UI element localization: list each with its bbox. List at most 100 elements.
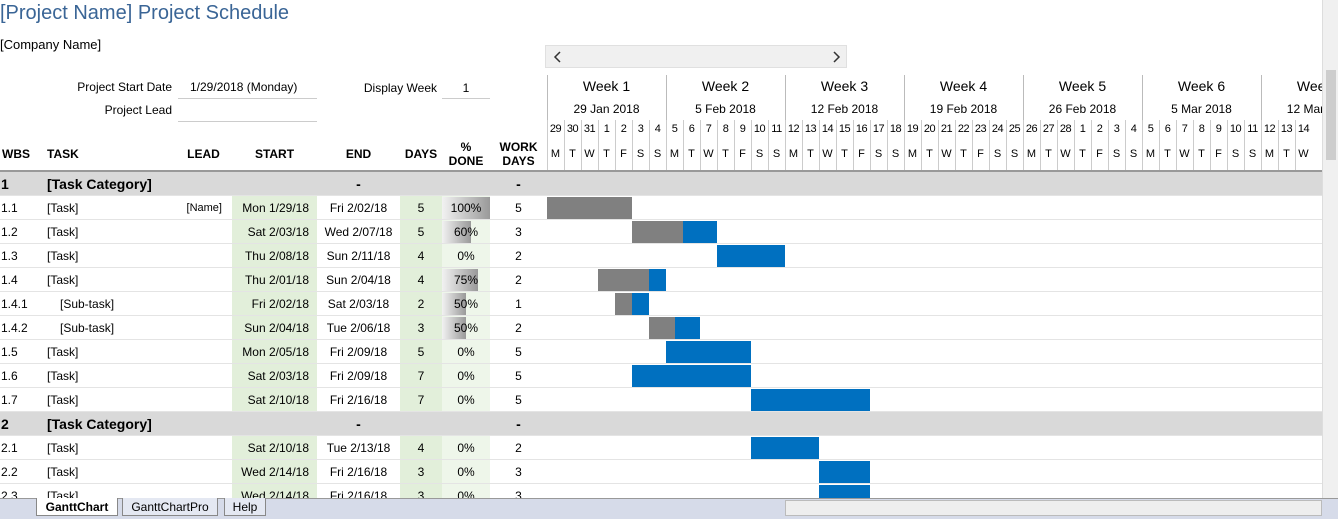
cell-end: Tue 2/13/18 [326,441,391,455]
weekday: F [1215,148,1222,160]
row-line [0,459,1322,460]
cell-done: 100% [450,201,482,215]
weekday: F [620,148,627,160]
v-scroll[interactable] [1322,0,1338,498]
week-date: 29 Jan 2018 [573,102,640,116]
day-number: 19 [906,123,919,135]
cell-wbs: 1.1 [1,201,18,215]
weekday: T [1045,148,1052,160]
week-label: Week 1 [582,78,631,94]
row-line [0,315,1322,316]
day-number: 23 [974,123,987,135]
cell-days: 4 [417,273,425,287]
weekday: W [584,148,595,160]
weekday: S [1231,148,1240,160]
day-line [1244,120,1245,170]
day-number: 8 [722,123,729,135]
day-number: 31 [583,123,596,135]
day-line [938,120,939,170]
cell-end: Fri 2/16/18 [329,393,388,407]
row-line [0,411,1322,412]
sheet-tab[interactable]: Help [224,498,266,516]
days-cell [400,244,442,268]
day-number: 13 [1280,123,1293,135]
days-cell [400,316,442,340]
day-number: 28 [1059,123,1072,135]
cell-end: - [356,416,361,432]
weekday: S [755,148,764,160]
start-cell [232,364,317,388]
cell-work-days: 2 [515,249,522,263]
done-bar [442,317,466,339]
underline [442,98,490,99]
day-line [768,120,769,170]
cell-work-days: 3 [515,489,522,503]
done-portion [615,293,632,315]
cell-start: Mon 2/05/18 [242,345,309,359]
cell-task: [Task] [47,345,79,359]
day-line [547,120,548,170]
cell-start: Thu 2/01/18 [244,273,309,287]
week-label: Week 4 [939,78,988,94]
weekday: F [1096,148,1103,160]
v-scroll-thumb[interactable] [1326,70,1336,160]
scroll-arrows [553,51,841,63]
day-number: 11 [1247,123,1258,135]
weekday: T [688,148,695,160]
cell-wbs: 2.2 [1,465,18,479]
done-portion [632,221,683,243]
days-cell [400,364,442,388]
weekday: S [1112,148,1121,160]
day-line [802,120,803,170]
weekday: W [941,148,952,160]
column-header: WORK DAYS [499,140,538,168]
week-label: Week 2 [701,78,750,94]
cell-work-days: 5 [515,345,522,359]
cell-start: Thu 2/08/18 [244,249,309,263]
day-line [751,120,752,170]
cell-wbs: 1 [1,176,9,192]
start-cell [232,244,317,268]
day-number: 18 [889,123,902,135]
day-number: 4 [1130,123,1137,135]
value: 1 [462,81,470,95]
sheet-tab[interactable]: GanttChartPro [122,498,218,516]
weekday: T [1164,148,1171,160]
start-cell [232,460,317,484]
days-cell [400,220,442,244]
cell-wbs: 1.5 [1,345,18,359]
day-number: 1 [603,123,610,135]
day-line [717,120,718,170]
task-bar [666,341,751,363]
day-line [1023,120,1024,170]
cell-work-days: 3 [515,225,522,239]
label: Display Week [363,81,437,95]
weekday: S [653,148,662,160]
day-number: 11 [771,123,782,135]
day-line [1159,120,1160,170]
weekday: M [550,148,561,160]
day-line [1006,120,1007,170]
day-line [615,120,616,170]
cell-end: Fri 2/02/18 [329,201,388,215]
row-line [0,195,1322,196]
day-line [1108,120,1109,170]
title: [Project Name] Project Schedule [0,2,290,24]
cell-task: [Task] [47,225,79,239]
day-number: 25 [1008,123,1021,135]
row-line [0,483,1322,484]
cell-wbs: 1.6 [1,369,18,383]
weekday: S [772,148,781,160]
cell-wbs: 1.2 [1,225,18,239]
sheet-tab[interactable]: GanttChart [36,498,118,516]
day-number: 5 [1147,123,1154,135]
h-scroll[interactable] [545,45,847,68]
cell-days: 4 [417,441,425,455]
start-cell [232,436,317,460]
day-line [785,120,786,170]
day-number: 8 [1198,123,1205,135]
cell-done: 0% [457,345,475,359]
cell-task: [Sub-task] [60,297,115,311]
cell-task: [Task] [47,441,79,455]
